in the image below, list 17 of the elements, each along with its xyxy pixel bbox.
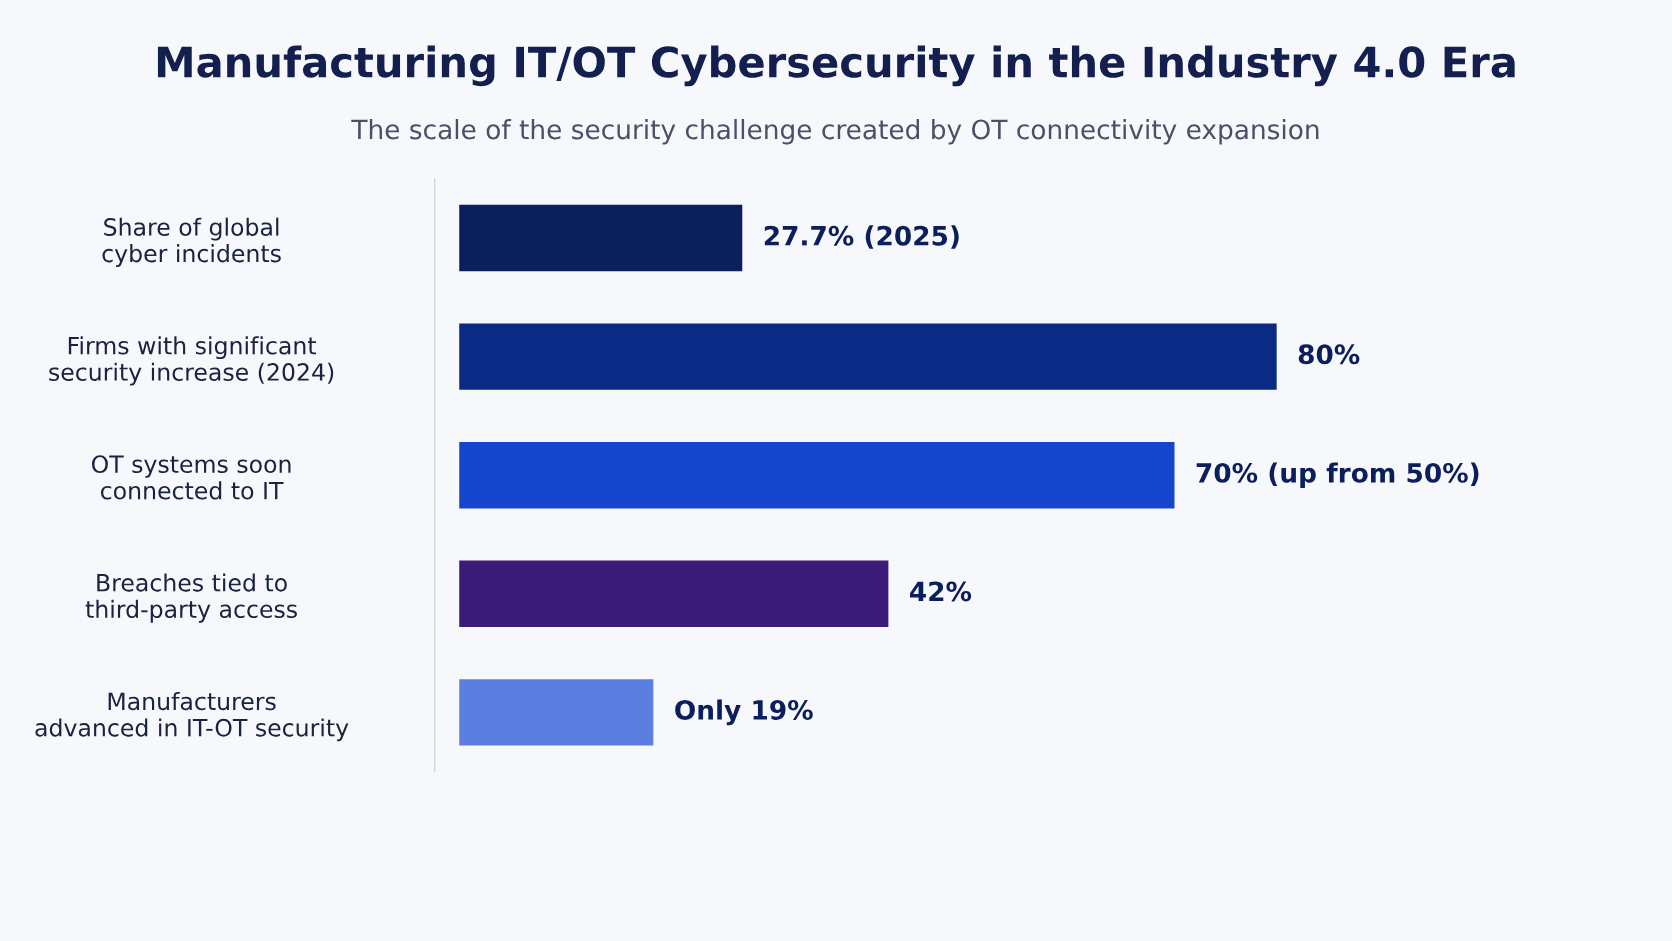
bar — [459, 560, 889, 627]
data-label: 27.7% (2025) — [764, 225, 959, 249]
data-label: 42% — [910, 581, 972, 602]
data-label: 80% — [1298, 344, 1360, 365]
bar — [459, 442, 1175, 509]
y-tick-label: Breaches tied to third-party access — [85, 573, 297, 623]
y-tick-label: Firms with significant security increase (2024) — [49, 336, 334, 386]
bar — [459, 204, 743, 272]
y-tick-label: Share of global cyber incidents — [102, 217, 281, 267]
y-tick-label: Manufacturers advanced in IT-OT security — [35, 691, 349, 742]
bar — [459, 323, 1277, 390]
bar — [459, 679, 654, 746]
chart-subtitle: The scale of the security challenge created by OT connectivity expansion — [351, 118, 1319, 145]
data-label: 70% (up from 50%) — [1196, 462, 1479, 488]
y-tick-label: OT systems soon connected to IT — [91, 455, 291, 500]
data-label: Only 19% — [675, 699, 813, 726]
chart-title: Manufacturing IT/OT Cybersecurity in the Industry 4.0 Era — [157, 45, 1515, 87]
